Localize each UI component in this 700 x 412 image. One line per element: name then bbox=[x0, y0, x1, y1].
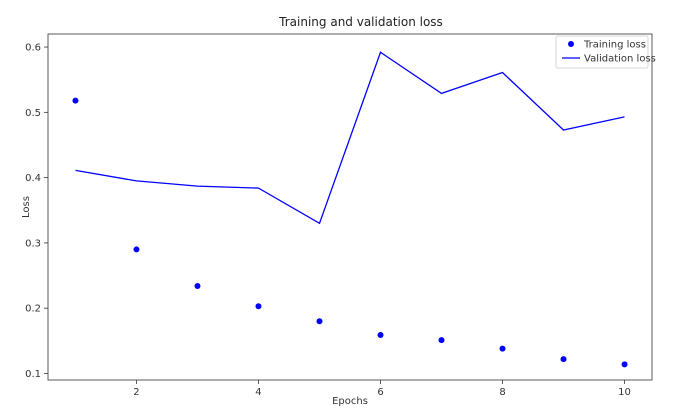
x-axis-label: Epochs bbox=[332, 396, 368, 407]
y-tick-label: 0.6 bbox=[25, 43, 41, 54]
legend: Training loss Validation loss bbox=[555, 35, 656, 69]
y-tick-label: 0.4 bbox=[25, 173, 41, 184]
y-axis-label: Loss bbox=[21, 196, 32, 218]
legend-validation-label: Validation loss bbox=[584, 54, 656, 65]
training-loss-point bbox=[377, 331, 384, 338]
chart-title: Training and validation loss bbox=[278, 15, 443, 29]
training-loss-points bbox=[72, 97, 628, 368]
training-loss-point bbox=[194, 282, 201, 289]
x-tick-label: 10 bbox=[618, 387, 631, 398]
x-tick-label: 6 bbox=[377, 387, 383, 398]
plot-area bbox=[47, 33, 653, 381]
y-axis: 0.1 0.2 0.3 0.4 0.5 0.6 bbox=[25, 43, 48, 380]
legend-training-label: Training loss bbox=[583, 40, 646, 51]
training-loss-point bbox=[560, 356, 567, 363]
training-loss-point bbox=[255, 303, 262, 310]
training-loss-point bbox=[133, 246, 140, 253]
x-tick-label: 2 bbox=[133, 387, 139, 398]
training-loss-point bbox=[316, 318, 323, 325]
training-loss-point bbox=[438, 337, 445, 344]
x-tick-label: 8 bbox=[499, 387, 505, 398]
y-tick-label: 0.2 bbox=[25, 304, 41, 315]
y-tick-label: 0.3 bbox=[25, 238, 41, 249]
y-tick-label: 0.5 bbox=[25, 108, 41, 119]
y-tick-label: 0.1 bbox=[25, 369, 41, 380]
legend-training-marker bbox=[568, 41, 574, 47]
training-loss-point bbox=[621, 361, 628, 368]
legend-box bbox=[555, 35, 649, 69]
validation-loss-line bbox=[75, 51, 625, 225]
training-loss-point bbox=[499, 345, 506, 352]
x-tick-label: 4 bbox=[255, 387, 261, 398]
x-axis: 2 4 6 8 10 bbox=[133, 380, 631, 398]
training-loss-point bbox=[72, 97, 79, 104]
